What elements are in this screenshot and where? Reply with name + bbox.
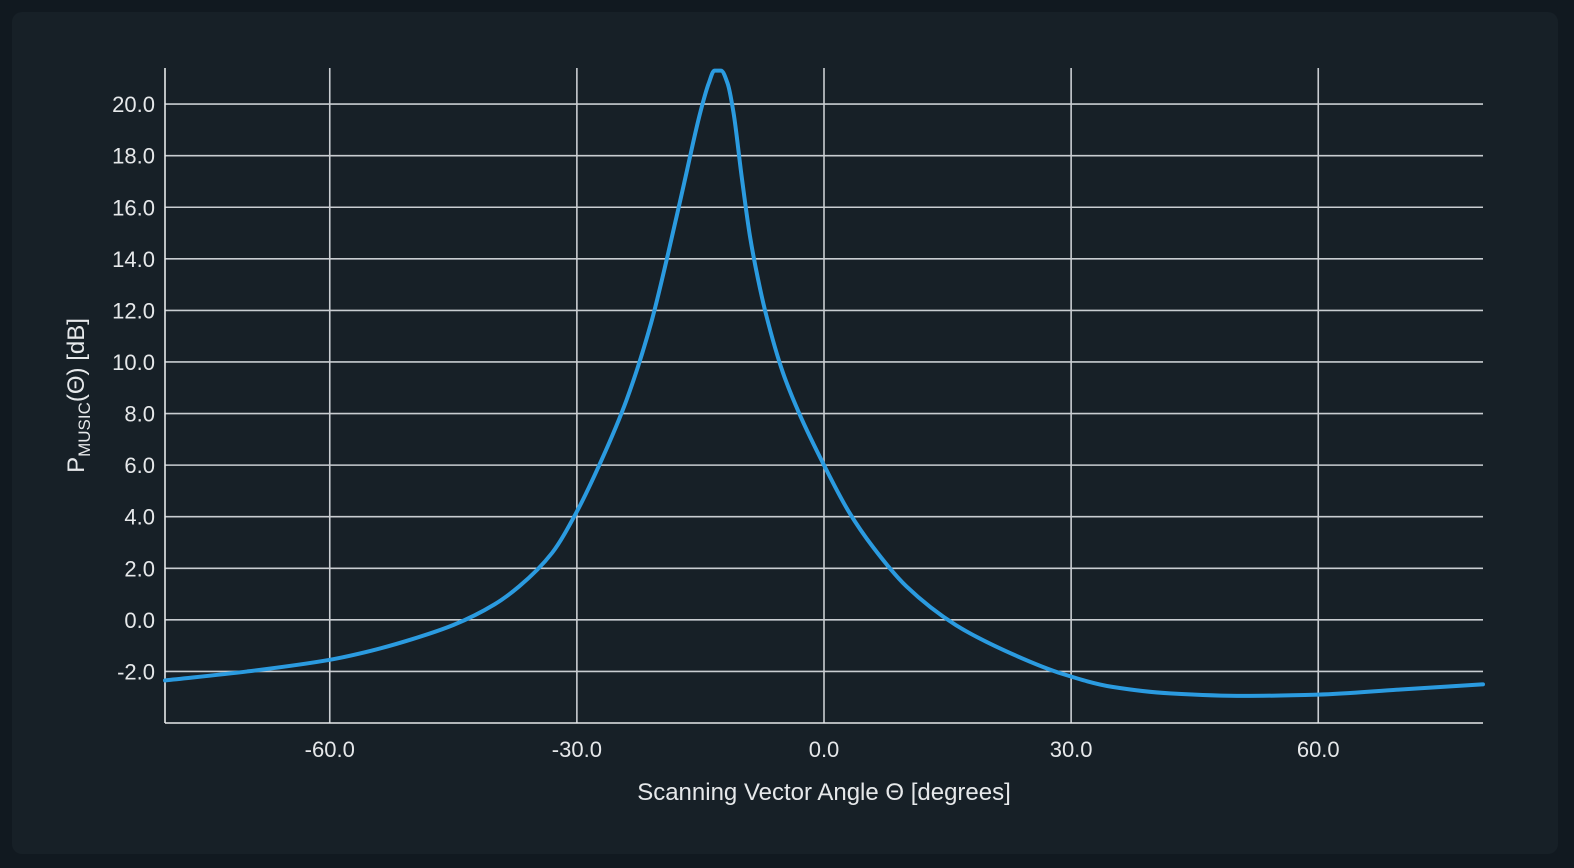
y-tick-label: 10.0 xyxy=(112,350,155,375)
y-tick-label: 6.0 xyxy=(124,453,155,478)
y-tick-label: 2.0 xyxy=(124,556,155,581)
y-tick-label: 0.0 xyxy=(124,608,155,633)
y-tick-label: -2.0 xyxy=(117,659,155,684)
y-axis-title-subscript: MUSIC xyxy=(75,402,94,457)
x-tick-label: -60.0 xyxy=(305,737,355,762)
y-axis-title-suffix: (Θ) [dB] xyxy=(63,318,90,402)
grid xyxy=(165,68,1483,723)
series-line xyxy=(163,68,1485,698)
y-tick-label: 4.0 xyxy=(124,505,155,530)
axes xyxy=(164,68,1483,724)
y-tick-labels: -2.0 0.0 2.0 4.0 6.0 8.0 10.0 12.0 14.0 16.0 18.0 2… xyxy=(112,92,155,684)
x-tick-labels: -60.0 -30.0 0.0 30.0 60.0 xyxy=(305,737,1340,762)
y-tick-label: 20.0 xyxy=(112,92,155,117)
chart-panel xyxy=(12,12,1558,854)
x-tick-label: 60.0 xyxy=(1297,737,1340,762)
y-axis-title: PMUSIC(Θ) [dB] xyxy=(63,318,94,473)
y-tick-label: 12.0 xyxy=(112,298,155,323)
y-tick-label: 18.0 xyxy=(112,144,155,169)
y-tick-label: 14.0 xyxy=(112,247,155,272)
y-tick-label: 8.0 xyxy=(124,402,155,427)
svg-text:PMUSIC(Θ) [dB]: PMUSIC(Θ) [dB] xyxy=(63,318,94,473)
y-axis-title-prefix: P xyxy=(63,457,90,473)
x-axis-title: Scanning Vector Angle Θ [degrees] xyxy=(637,779,1011,806)
x-tick-label: 0.0 xyxy=(809,737,840,762)
x-tick-label: -30.0 xyxy=(552,737,602,762)
y-tick-label: 16.0 xyxy=(112,195,155,220)
x-tick-label: 30.0 xyxy=(1050,737,1093,762)
